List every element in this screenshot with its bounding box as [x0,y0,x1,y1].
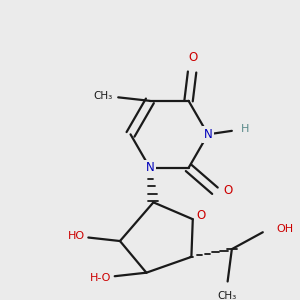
Text: H-O: H-O [90,273,111,283]
Text: N: N [203,128,212,141]
Text: O: O [224,184,233,196]
Text: OH: OH [276,224,293,234]
Text: O: O [196,208,205,221]
Text: CH₃: CH₃ [217,291,236,300]
Text: N: N [146,161,154,174]
Text: HO: HO [68,231,85,241]
Text: H: H [241,124,249,134]
Text: CH₃: CH₃ [94,91,113,101]
Text: O: O [189,51,198,64]
